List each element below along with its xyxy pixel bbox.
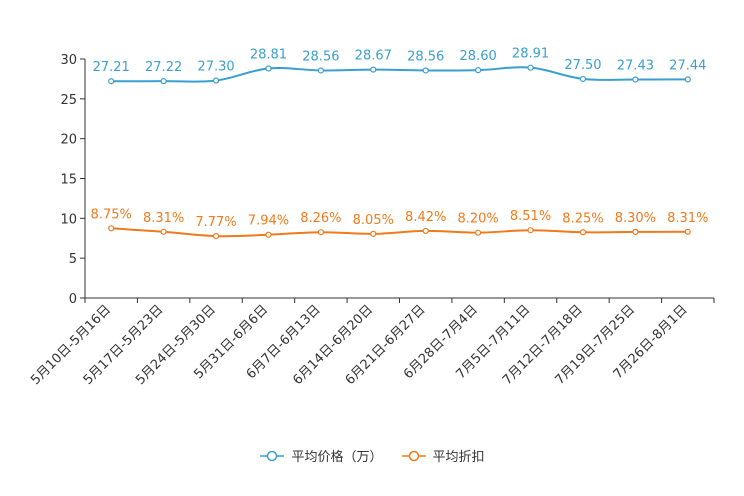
data-label: 27.50: [564, 58, 601, 73]
data-point[interactable]: [475, 67, 482, 74]
data-label: 8.42%: [405, 210, 446, 225]
data-point[interactable]: [527, 227, 534, 234]
data-label: 8.31%: [143, 211, 184, 226]
legend-item-price[interactable]: 平均价格（万）: [259, 446, 383, 465]
data-label: 28.56: [302, 49, 339, 64]
data-point[interactable]: [212, 232, 220, 240]
legend-label-discount: 平均折扣: [432, 450, 485, 465]
legend-marker-price-icon: [260, 450, 285, 461]
data-point[interactable]: [579, 229, 587, 236]
legend: 平均价格（万） 平均折扣: [0, 446, 744, 465]
data-label: 28.67: [355, 49, 392, 64]
data-point[interactable]: [422, 227, 429, 235]
y-tick-label: 20: [60, 133, 77, 148]
data-point[interactable]: [422, 67, 429, 74]
data-point[interactable]: [370, 230, 377, 237]
legend-label-price: 平均价格（万）: [291, 450, 383, 465]
data-point[interactable]: [475, 229, 482, 236]
data-point[interactable]: [684, 76, 691, 83]
data-point[interactable]: [632, 228, 639, 235]
data-point[interactable]: [317, 229, 324, 236]
data-point[interactable]: [108, 225, 115, 232]
data-point[interactable]: [370, 66, 377, 73]
series-line-0: [111, 66, 688, 83]
data-label: 8.05%: [353, 213, 394, 228]
data-point[interactable]: [265, 65, 272, 72]
data-label: 7.94%: [248, 214, 289, 229]
y-tick-label: 25: [60, 93, 77, 108]
data-point[interactable]: [317, 67, 324, 74]
legend-item-discount[interactable]: 平均折扣: [401, 446, 485, 465]
data-label: 27.21: [93, 60, 130, 75]
data-point[interactable]: [108, 78, 115, 85]
data-point[interactable]: [684, 228, 691, 235]
data-point[interactable]: [632, 76, 639, 83]
y-tick-label: 5: [69, 252, 77, 267]
data-label: 28.91: [512, 47, 549, 62]
data-label: 28.56: [407, 49, 444, 64]
data-point[interactable]: [212, 77, 220, 84]
y-tick-label: 10: [60, 212, 77, 227]
data-point[interactable]: [579, 75, 587, 83]
data-label: 28.60: [460, 49, 497, 64]
y-tick-label: 15: [60, 173, 77, 188]
data-label: 8.31%: [667, 211, 708, 226]
y-tick-label: 0: [69, 292, 77, 307]
y-tick-label: 30: [60, 53, 77, 68]
data-label: 27.30: [197, 60, 234, 75]
data-point[interactable]: [265, 231, 272, 238]
data-label: 8.51%: [510, 209, 551, 224]
data-label: 27.43: [617, 58, 654, 73]
data-label: 8.75%: [91, 207, 132, 222]
data-label: 8.30%: [615, 211, 656, 226]
data-label: 7.77%: [195, 215, 236, 230]
data-point[interactable]: [160, 78, 167, 85]
legend-marker-discount-icon: [401, 450, 426, 461]
data-label: 8.20%: [457, 212, 498, 227]
data-label: 27.22: [145, 60, 182, 75]
line-chart: 0510152025305月10日-5月16日5月17日-5月23日5月24日-…: [28, 47, 715, 388]
data-point[interactable]: [527, 64, 534, 71]
data-label: 28.81: [250, 47, 287, 62]
data-label: 8.26%: [300, 211, 341, 226]
data-label: 27.44: [669, 58, 706, 73]
data-label: 8.25%: [562, 211, 603, 226]
series-line-1: [111, 227, 688, 238]
data-point[interactable]: [160, 228, 167, 235]
